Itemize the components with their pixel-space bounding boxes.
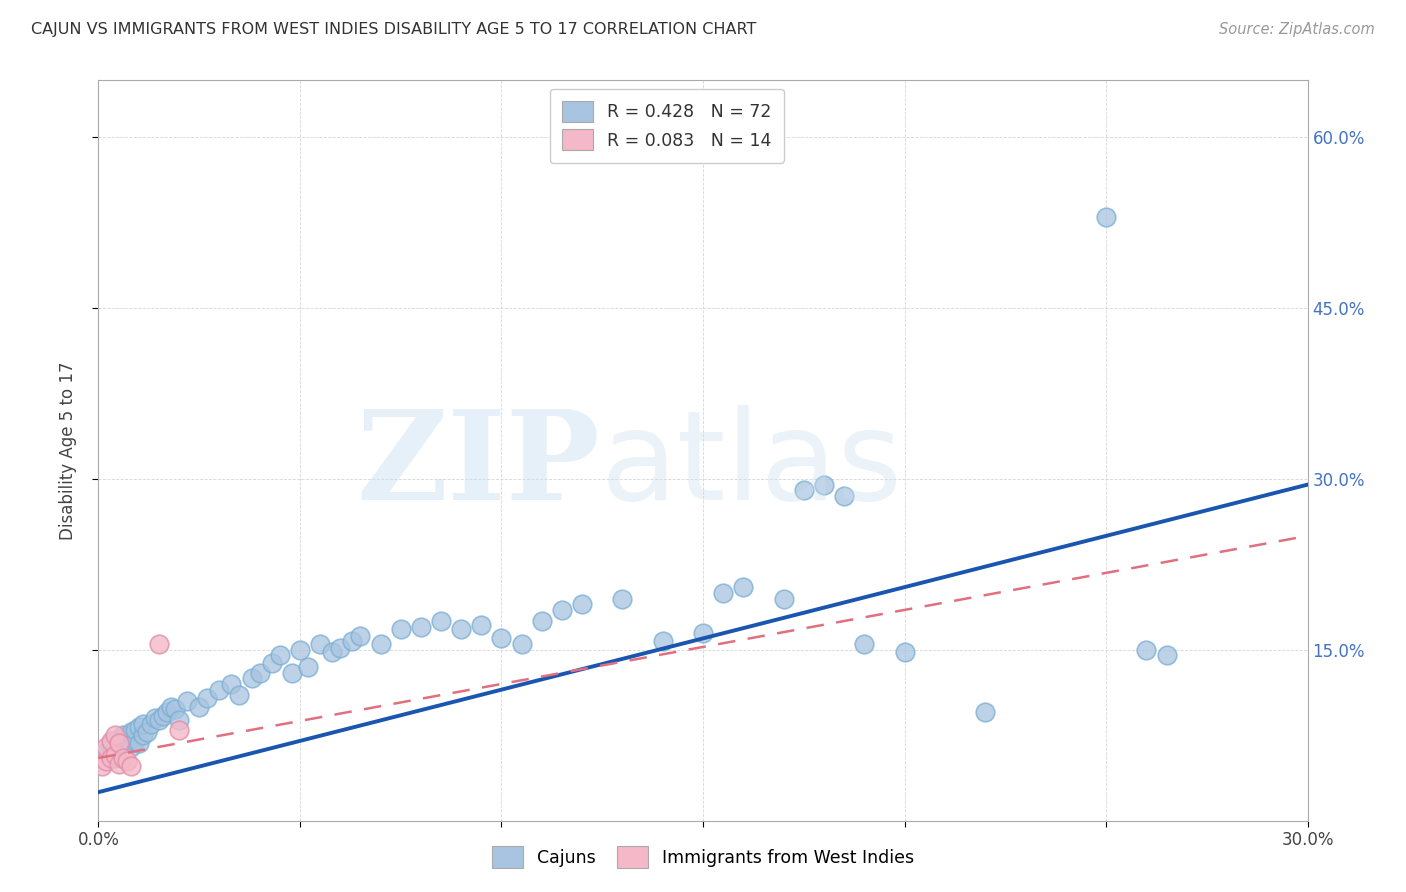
Point: [163, 702, 186, 716]
Point: [309, 637, 332, 651]
Point: [107, 731, 129, 746]
Point: [128, 736, 150, 750]
Point: [321, 645, 343, 659]
Point: [120, 739, 142, 754]
Point: [1095, 210, 1118, 224]
Point: [450, 622, 472, 636]
Text: Source: ZipAtlas.com: Source: ZipAtlas.com: [1219, 22, 1375, 37]
Point: [152, 709, 174, 723]
Point: [188, 699, 211, 714]
Point: [103, 747, 125, 762]
Point: [103, 751, 125, 765]
Point: [853, 637, 876, 651]
Y-axis label: Disability Age 5 to 17: Disability Age 5 to 17: [59, 361, 77, 540]
Point: [100, 734, 122, 748]
Point: [571, 597, 593, 611]
Point: [288, 642, 311, 657]
Text: CAJUN VS IMMIGRANTS FROM WEST INDIES DISABILITY AGE 5 TO 17 CORRELATION CHART: CAJUN VS IMMIGRANTS FROM WEST INDIES DIS…: [31, 22, 756, 37]
Point: [103, 728, 125, 742]
Point: [128, 720, 150, 734]
Point: [692, 625, 714, 640]
Text: atlas: atlas: [600, 405, 903, 525]
Point: [100, 751, 122, 765]
Point: [139, 716, 162, 731]
Point: [832, 489, 855, 503]
Point: [96, 745, 118, 759]
Legend: Cajuns, Immigrants from West Indies: Cajuns, Immigrants from West Indies: [484, 838, 922, 876]
Point: [148, 714, 170, 728]
Point: [370, 637, 392, 651]
Point: [329, 640, 352, 655]
Point: [1156, 648, 1178, 663]
Point: [107, 756, 129, 771]
Point: [733, 580, 755, 594]
Point: [711, 586, 734, 600]
Point: [1135, 642, 1157, 657]
Point: [772, 591, 794, 606]
Point: [269, 648, 291, 663]
Point: [297, 660, 319, 674]
Point: [281, 665, 304, 680]
Point: [228, 689, 250, 703]
Point: [115, 731, 138, 746]
Point: [893, 645, 915, 659]
Point: [143, 711, 166, 725]
Point: [156, 706, 179, 720]
Point: [111, 751, 134, 765]
Point: [91, 759, 114, 773]
Point: [249, 665, 271, 680]
Point: [111, 742, 134, 756]
Point: [111, 728, 134, 742]
Point: [167, 714, 190, 728]
Point: [530, 615, 553, 629]
Point: [124, 734, 146, 748]
Text: ZIP: ZIP: [357, 405, 600, 525]
Point: [974, 706, 997, 720]
Point: [120, 724, 142, 739]
Point: [470, 617, 492, 632]
Point: [96, 755, 118, 769]
Point: [107, 736, 129, 750]
Point: [510, 637, 533, 651]
Point: [389, 622, 412, 636]
Point: [651, 633, 673, 648]
Point: [100, 736, 122, 750]
Point: [240, 671, 263, 685]
Point: [115, 736, 138, 750]
Point: [793, 483, 815, 498]
Point: [120, 759, 142, 773]
Point: [132, 716, 155, 731]
Point: [96, 739, 118, 754]
Point: [195, 690, 218, 705]
Point: [107, 745, 129, 759]
Point: [612, 591, 634, 606]
Point: [551, 603, 574, 617]
Legend: R = 0.428   N = 72, R = 0.083   N = 14: R = 0.428 N = 72, R = 0.083 N = 14: [550, 89, 783, 162]
Point: [167, 723, 190, 737]
Point: [409, 620, 432, 634]
Point: [260, 657, 283, 671]
Point: [491, 632, 513, 646]
Point: [176, 694, 198, 708]
Point: [135, 724, 157, 739]
Point: [100, 739, 122, 754]
Point: [103, 734, 125, 748]
Point: [349, 629, 371, 643]
Point: [160, 699, 183, 714]
Point: [132, 728, 155, 742]
Point: [342, 633, 364, 648]
Point: [148, 637, 170, 651]
Point: [208, 682, 231, 697]
Point: [115, 755, 138, 769]
Point: [124, 723, 146, 737]
Point: [430, 615, 453, 629]
Point: [221, 677, 243, 691]
Point: [813, 477, 835, 491]
